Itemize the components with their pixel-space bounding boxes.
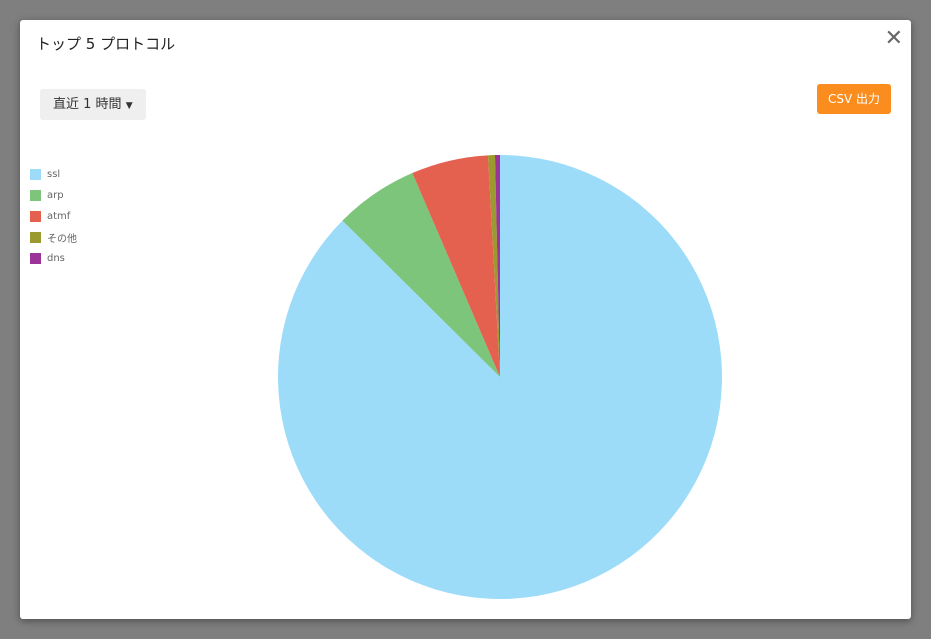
- pie-slice-dns[interactable]: [494, 155, 500, 377]
- modal-title: トップ 5 プロトコル: [36, 35, 176, 53]
- legend-swatch: [30, 232, 41, 243]
- legend-label: dns: [47, 253, 65, 264]
- legend-label: atmf: [47, 211, 71, 222]
- legend-swatch: [30, 253, 41, 264]
- pie-slice-ssl[interactable]: [278, 155, 723, 599]
- legend-swatch: [30, 211, 41, 222]
- legend-swatch: [30, 169, 41, 180]
- caret-down-icon: ▼: [125, 101, 133, 111]
- legend-item[interactable]: arp: [30, 185, 77, 206]
- close-icon[interactable]: ✕: [884, 26, 903, 51]
- legend-label: arp: [47, 190, 64, 201]
- modal-dialog: トップ 5 プロトコル ✕ 直近 1 時間 ▼ CSV 出力 ssl arp atm…: [20, 20, 911, 619]
- pie-slice-arp[interactable]: [342, 173, 500, 377]
- csv-export-button[interactable]: CSV 出力: [816, 84, 891, 114]
- legend-item[interactable]: dns: [30, 248, 77, 269]
- pie-slice-atmf[interactable]: [412, 155, 500, 377]
- pie-chart: [278, 155, 723, 599]
- time-range-dropdown[interactable]: 直近 1 時間 ▼: [40, 89, 146, 120]
- legend-item[interactable]: ssl: [30, 164, 77, 185]
- legend-item[interactable]: atmf: [30, 206, 77, 227]
- legend: ssl arp atmf その他 dns: [30, 164, 77, 269]
- legend-label: その他: [47, 234, 77, 245]
- legend-label: ssl: [47, 169, 61, 180]
- legend-swatch: [30, 190, 41, 201]
- pie-slice-その他[interactable]: [488, 155, 500, 377]
- legend-item[interactable]: その他: [30, 227, 77, 248]
- time-range-label: 直近 1 時間: [53, 97, 122, 112]
